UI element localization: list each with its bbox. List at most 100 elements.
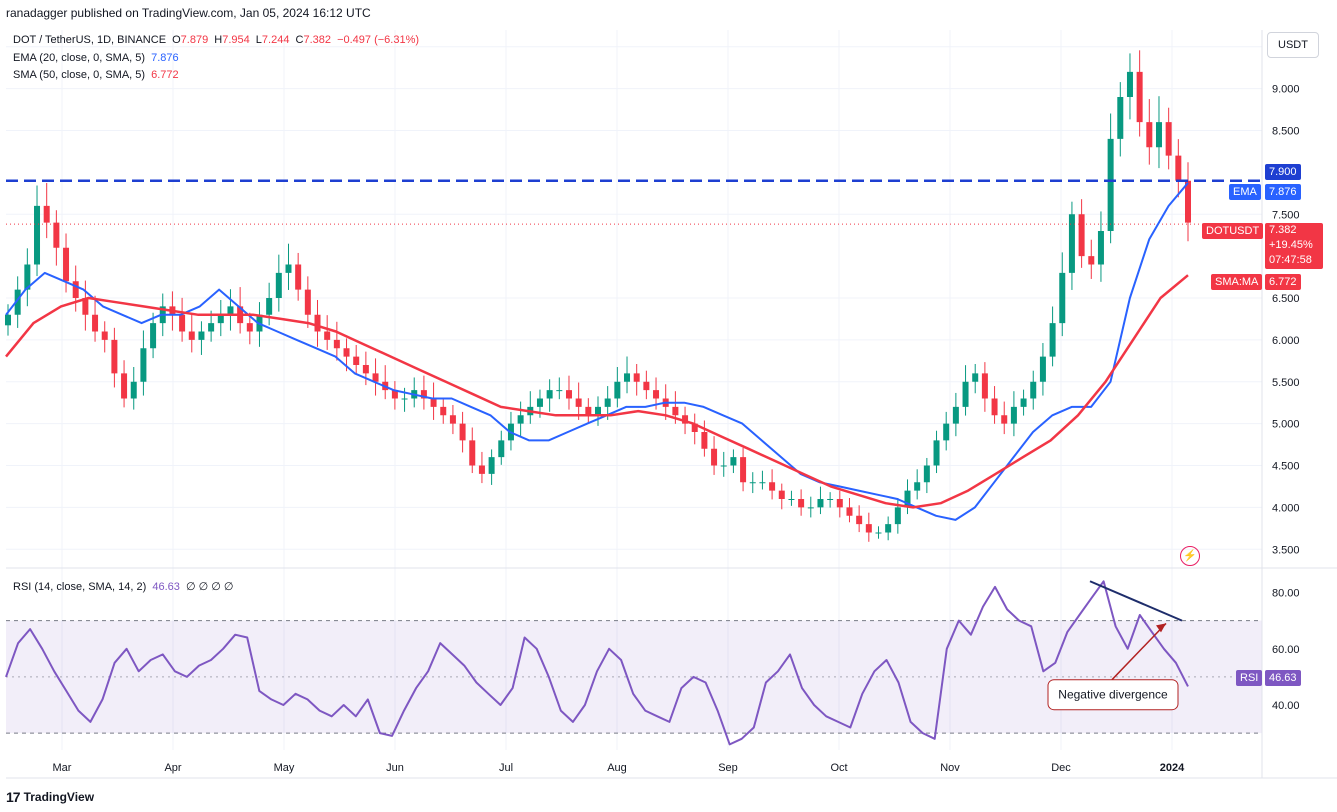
time-tick-label: Nov — [940, 762, 960, 774]
divergence-label: Negative divergence — [1058, 688, 1168, 702]
candle-body — [188, 331, 195, 340]
candle-body — [82, 298, 89, 315]
price-tick-label: 6.500 — [1272, 293, 1300, 305]
ema-price-tag: 7.876 — [1265, 184, 1301, 200]
price-tick-label: 7.500 — [1272, 209, 1300, 221]
candle-body — [391, 390, 398, 399]
footer-brand[interactable]: 17 TradingView — [6, 789, 94, 805]
candle-body — [92, 314, 99, 332]
candle-body — [633, 373, 640, 382]
candle-body — [217, 314, 224, 324]
candle-body — [1126, 71, 1133, 97]
price-tick-label: 8.500 — [1272, 126, 1300, 138]
candle-body — [691, 423, 698, 432]
candle-body — [904, 490, 911, 508]
candle-body — [885, 524, 892, 533]
candle-body — [817, 499, 824, 508]
candle-body — [730, 457, 737, 466]
divergence-arrow-shaft — [1111, 622, 1167, 681]
candle-body — [304, 289, 311, 315]
candle-body — [1001, 415, 1008, 424]
sma-legend-value: 6.772 — [151, 69, 179, 81]
ema-line — [5, 182, 1189, 521]
candle-body — [430, 398, 437, 407]
candle-body — [585, 406, 592, 416]
candle-body — [1010, 406, 1017, 424]
candle-body — [285, 264, 292, 273]
candle-body — [420, 390, 427, 399]
candle-body — [962, 381, 969, 407]
resistance-price-tag: 7.900 — [1265, 164, 1301, 180]
ema-legend[interactable]: EMA (20, close, 0, SMA, 5) 7.876 — [13, 52, 179, 64]
rsi-legend[interactable]: RSI (14, close, SMA, 14, 2) 46.63 ∅ ∅ ∅ … — [13, 580, 233, 593]
time-tick-label: Mar — [53, 762, 72, 774]
candle-body — [836, 499, 843, 508]
candle-body — [459, 423, 466, 441]
sma-legend[interactable]: SMA (50, close, 0, SMA, 5) 6.772 — [13, 69, 179, 81]
low-label: L — [255, 34, 262, 46]
symbol-price-change: +19.45% — [1269, 239, 1313, 251]
candle-body — [624, 373, 631, 382]
lightning-icon[interactable]: ⚡ — [1180, 546, 1200, 566]
candle-body — [140, 348, 147, 382]
rsi-line — [5, 580, 1189, 746]
rsi-legend-label: RSI (14, close, SMA, 14, 2) — [13, 581, 147, 593]
candle-body — [720, 465, 727, 467]
time-tick-label: 2024 — [1160, 762, 1185, 774]
candle-body — [1136, 71, 1143, 123]
close-label: C — [295, 34, 304, 46]
currency-button[interactable]: USDT — [1267, 32, 1319, 58]
candle-body — [604, 398, 611, 407]
candle-body — [933, 440, 940, 466]
candle-body — [894, 507, 901, 525]
symbol-title[interactable]: DOT / TetherUS, 1D, BINANCE — [13, 34, 167, 46]
candle-body — [1030, 381, 1037, 399]
candle-body — [266, 298, 273, 315]
symbol-name-tag: DOTUSDT — [1202, 223, 1264, 239]
divergence-arrow-head — [1156, 623, 1166, 633]
candle-body — [1117, 97, 1124, 139]
candle-body — [865, 524, 872, 533]
candle-body — [972, 373, 979, 382]
candle-body — [575, 398, 582, 407]
candle-body — [759, 482, 766, 484]
rsi-tick-label: 40.00 — [1272, 700, 1300, 712]
candle-body — [1107, 138, 1114, 231]
sma-name-tag: SMA:MA — [1211, 274, 1263, 290]
time-tick-label: Jul — [499, 762, 513, 774]
candle-body — [14, 289, 21, 315]
candle-body — [536, 398, 543, 407]
candle-body — [179, 314, 186, 332]
symbol-price-value: 7.382 — [1269, 224, 1297, 236]
price-tick-label: 4.000 — [1272, 502, 1300, 514]
candle-body — [275, 272, 282, 298]
candle-body — [923, 465, 930, 483]
candle-body — [653, 390, 660, 399]
candle-body — [1039, 356, 1046, 382]
candle-body — [1175, 155, 1182, 181]
candle-body — [324, 331, 331, 340]
candle-body — [517, 415, 524, 424]
candle-body — [682, 415, 689, 424]
candle-body — [807, 507, 814, 509]
time-tick-label: Apr — [164, 762, 181, 774]
footer-brand-name: TradingView — [23, 790, 95, 804]
time-tick-label: May — [274, 762, 295, 774]
candle-body — [111, 339, 118, 374]
candle-body — [150, 323, 157, 349]
candle-body — [5, 314, 11, 326]
symbol-price-timer: 07:47:58 — [1269, 254, 1312, 266]
open-value: 7.879 — [180, 34, 209, 46]
candle-body — [701, 432, 708, 449]
ema-name-tag: EMA — [1229, 184, 1261, 200]
candle-body — [449, 415, 456, 424]
rsi-tick-label: 60.00 — [1272, 644, 1300, 656]
candle-body — [343, 348, 350, 357]
candle-body — [943, 423, 950, 441]
low-value: 7.244 — [261, 34, 290, 46]
price-tick-label: 9.000 — [1272, 84, 1300, 96]
candle-body — [208, 323, 215, 332]
candle-body — [1155, 122, 1162, 148]
rsi-name-tag: RSI — [1236, 670, 1263, 686]
